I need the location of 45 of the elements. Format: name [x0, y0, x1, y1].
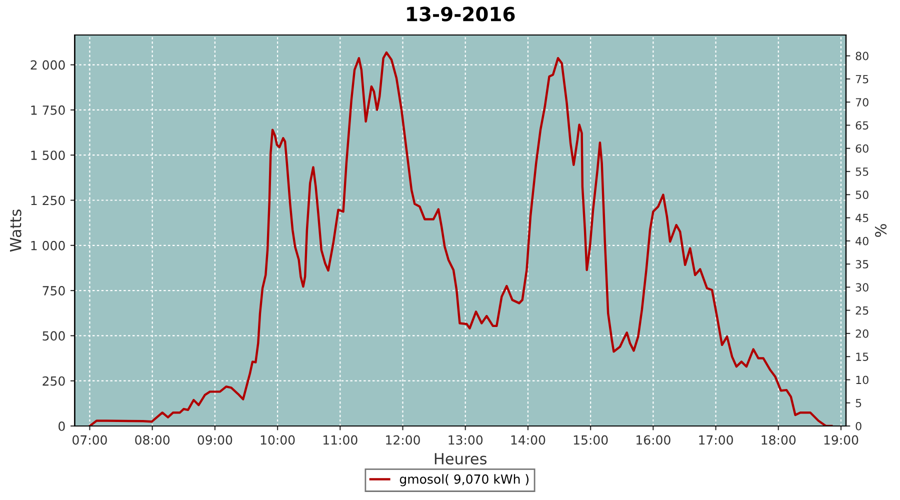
y2-tick-label: 30 — [856, 283, 868, 292]
y2-tick-label: 75 — [856, 75, 868, 84]
y2-tick-label: 35 — [856, 260, 868, 268]
y-tick-label: 0 — [58, 421, 65, 431]
x-tick-label: 19:00 — [824, 435, 858, 445]
y-tick-label: 750 — [42, 286, 65, 296]
x-tick-label: 09:00 — [198, 435, 232, 445]
y2-tick-label: 70 — [856, 98, 868, 106]
x-tick-label: 15:00 — [574, 435, 608, 445]
x-tick-label: 08:00 — [135, 435, 170, 445]
legend-label: gmosol( 9,070 kWh ) — [400, 474, 528, 486]
y2-tick-label: 55 — [856, 168, 868, 176]
y2-tick-label: 50 — [856, 190, 868, 200]
x-tick-label: 13:00 — [448, 435, 483, 445]
y2-tick-label: 45 — [856, 214, 868, 222]
x-tick-label: 18:00 — [762, 435, 796, 445]
y2-tick-label: 25 — [856, 306, 868, 315]
y-tick-label: 1 500 — [31, 150, 65, 160]
y2-tick-label: 20 — [856, 329, 868, 338]
x-tick-label: 14:00 — [511, 435, 546, 445]
y2-tick-label: 10 — [856, 376, 868, 384]
y-axis-title: Watts — [10, 210, 22, 252]
y-tick-label: 250 — [42, 376, 65, 386]
x-tick-label: 11:00 — [324, 435, 358, 445]
x-tick-label: 12:00 — [386, 435, 420, 445]
y2-tick-label: 15 — [856, 352, 868, 361]
x-tick-label: 17:00 — [699, 435, 733, 445]
y-tick-label: 1 250 — [31, 196, 65, 206]
y2-tick-label: 60 — [856, 144, 868, 153]
chart-title: 13-9-2016 — [407, 6, 515, 22]
x-tick-label: 16:00 — [636, 435, 670, 445]
y2-tick-label: 0 — [856, 422, 862, 430]
y2-axis-title: % — [874, 224, 887, 237]
y-tick-label: 2 000 — [30, 60, 65, 70]
y2-tick-label: 40 — [856, 236, 868, 246]
x-tick-label: 10:00 — [260, 435, 295, 445]
line-series — [88, 51, 833, 426]
y2-tick-label: 80 — [856, 52, 868, 60]
y-tick-label: 1 750 — [31, 105, 65, 115]
y-tick-label: 1 000 — [31, 240, 65, 250]
y2-tick-label: 5 — [856, 398, 862, 408]
x-tick-label: 07:00 — [72, 435, 107, 445]
y-tick-label: 500 — [42, 331, 65, 341]
x-axis-title: Heures — [434, 453, 487, 465]
y2-tick-label: 65 — [856, 121, 868, 130]
